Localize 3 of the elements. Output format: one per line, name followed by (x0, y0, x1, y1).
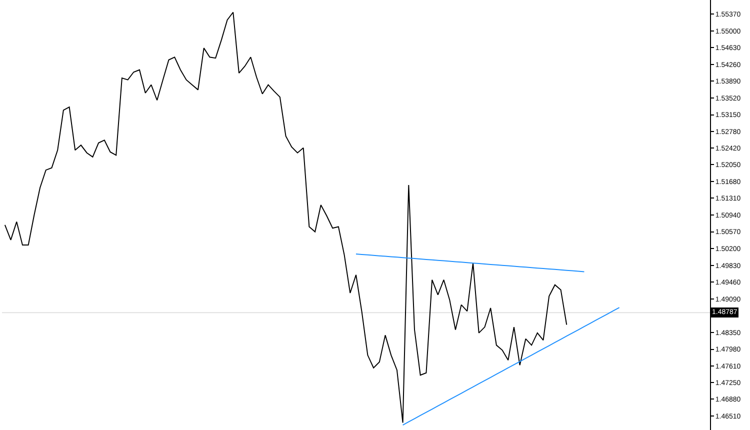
line-series (4, 12, 568, 424)
line-series (356, 254, 585, 272)
line-series (402, 307, 620, 426)
